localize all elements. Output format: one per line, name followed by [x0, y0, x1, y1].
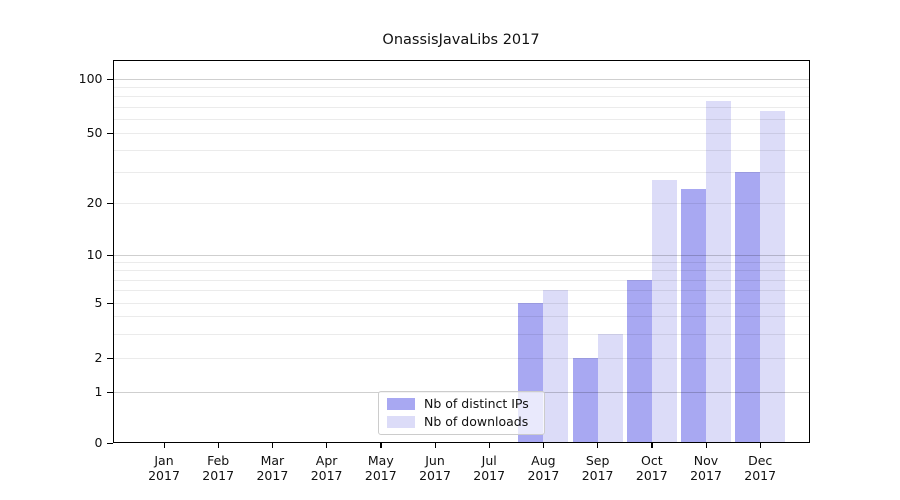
y-tick-50 [106, 132, 113, 134]
bar-distinct-ips-nov [681, 189, 706, 443]
bar-downloads-sep [597, 333, 623, 443]
legend-label-downloads: Nb of downloads [424, 414, 529, 429]
x-tick-jun [434, 442, 436, 448]
y-gridline-30 [113, 172, 809, 174]
y-gridline-5 [113, 303, 809, 304]
legend-swatch-downloads [387, 415, 415, 428]
x-tick-nov [705, 442, 707, 448]
y-tick-label-2: 2 [94, 350, 103, 365]
y-gridline-6 [113, 290, 809, 292]
x-tick-jan [163, 442, 165, 448]
bar-downloads-oct [651, 180, 677, 443]
legend-item-distinct-ips: Nb of distinct IPs [387, 396, 544, 411]
chart-title: OnassisJavaLibs 2017 [382, 32, 540, 48]
x-tick-dec [759, 442, 761, 448]
y-tick-label-0: 0 [94, 435, 103, 450]
x-tick-label-mar: Mar 2017 [256, 452, 289, 483]
x-tick-mar [271, 442, 274, 448]
y-tick-label-5: 5 [94, 295, 103, 310]
y-gridline-40 [113, 150, 809, 152]
y-tick-5 [106, 302, 113, 304]
x-tick-label-dec: Dec 2017 [744, 452, 777, 483]
y-tick-1 [106, 391, 113, 393]
x-tick-label-may: May 2017 [364, 452, 397, 483]
x-tick-may [380, 442, 382, 448]
x-tick-jul [488, 442, 490, 448]
y-gridline-100 [113, 79, 809, 80]
y-tick-label-100: 100 [78, 71, 103, 86]
legend-box: Nb of distinct IPs Nb of downloads [378, 390, 545, 435]
y-tick-10 [106, 254, 113, 256]
y-gridline-4 [113, 316, 809, 318]
y-gridline-8 [113, 270, 809, 272]
y-gridline-10 [113, 255, 809, 256]
bar-distinct-ips-sep [572, 358, 598, 443]
bar-distinct-ips-oct [626, 279, 652, 443]
bar-downloads-aug [543, 290, 569, 443]
x-tick-label-feb: Feb 2017 [202, 452, 235, 483]
x-tick-oct [651, 442, 653, 448]
legend-label-distinct-ips: Nb of distinct IPs [424, 396, 529, 411]
y-gridline-9 [113, 262, 809, 264]
y-tick-label-20: 20 [86, 195, 103, 210]
x-tick-feb [217, 442, 219, 448]
y-gridline-7 [113, 279, 809, 281]
y-tick-2 [106, 357, 113, 359]
bar-distinct-ips-dec [735, 172, 761, 443]
y-gridline-2 [113, 358, 809, 359]
x-tick-aug [542, 442, 545, 448]
x-tick-label-jan: Jan 2017 [148, 452, 180, 483]
y-gridline-90 [113, 87, 809, 89]
x-tick-label-jun: Jun 2017 [419, 452, 451, 483]
y-gridline-80 [113, 96, 809, 98]
x-tick-label-nov: Nov 2017 [690, 452, 722, 483]
bar-downloads-nov [706, 101, 731, 443]
y-gridline-50 [113, 133, 809, 134]
x-tick-label-jul: Jul 2017 [473, 452, 506, 483]
x-tick-label-sep: Sep 2017 [581, 452, 614, 483]
x-tick-label-apr: Apr 2017 [310, 452, 343, 483]
y-tick-label-10: 10 [86, 247, 103, 262]
x-tick-sep [597, 442, 599, 448]
y-tick-label-50: 50 [86, 125, 103, 140]
y-gridline-20 [113, 203, 809, 204]
x-tick-label-oct: Oct 2017 [635, 452, 668, 483]
y-tick-100 [106, 78, 113, 80]
y-tick-20 [106, 202, 113, 204]
y-gridline-60 [113, 118, 809, 120]
legend-swatch-distinct-ips [387, 397, 415, 410]
legend-item-downloads: Nb of downloads [387, 414, 544, 429]
y-tick-label-1: 1 [94, 384, 103, 399]
bar-downloads-dec [760, 111, 786, 443]
x-tick-apr [326, 442, 328, 448]
x-tick-label-aug: Aug 2017 [527, 452, 560, 483]
y-tick-0 [106, 442, 113, 444]
y-gridline-70 [113, 106, 809, 108]
y-gridline-3 [113, 333, 809, 335]
